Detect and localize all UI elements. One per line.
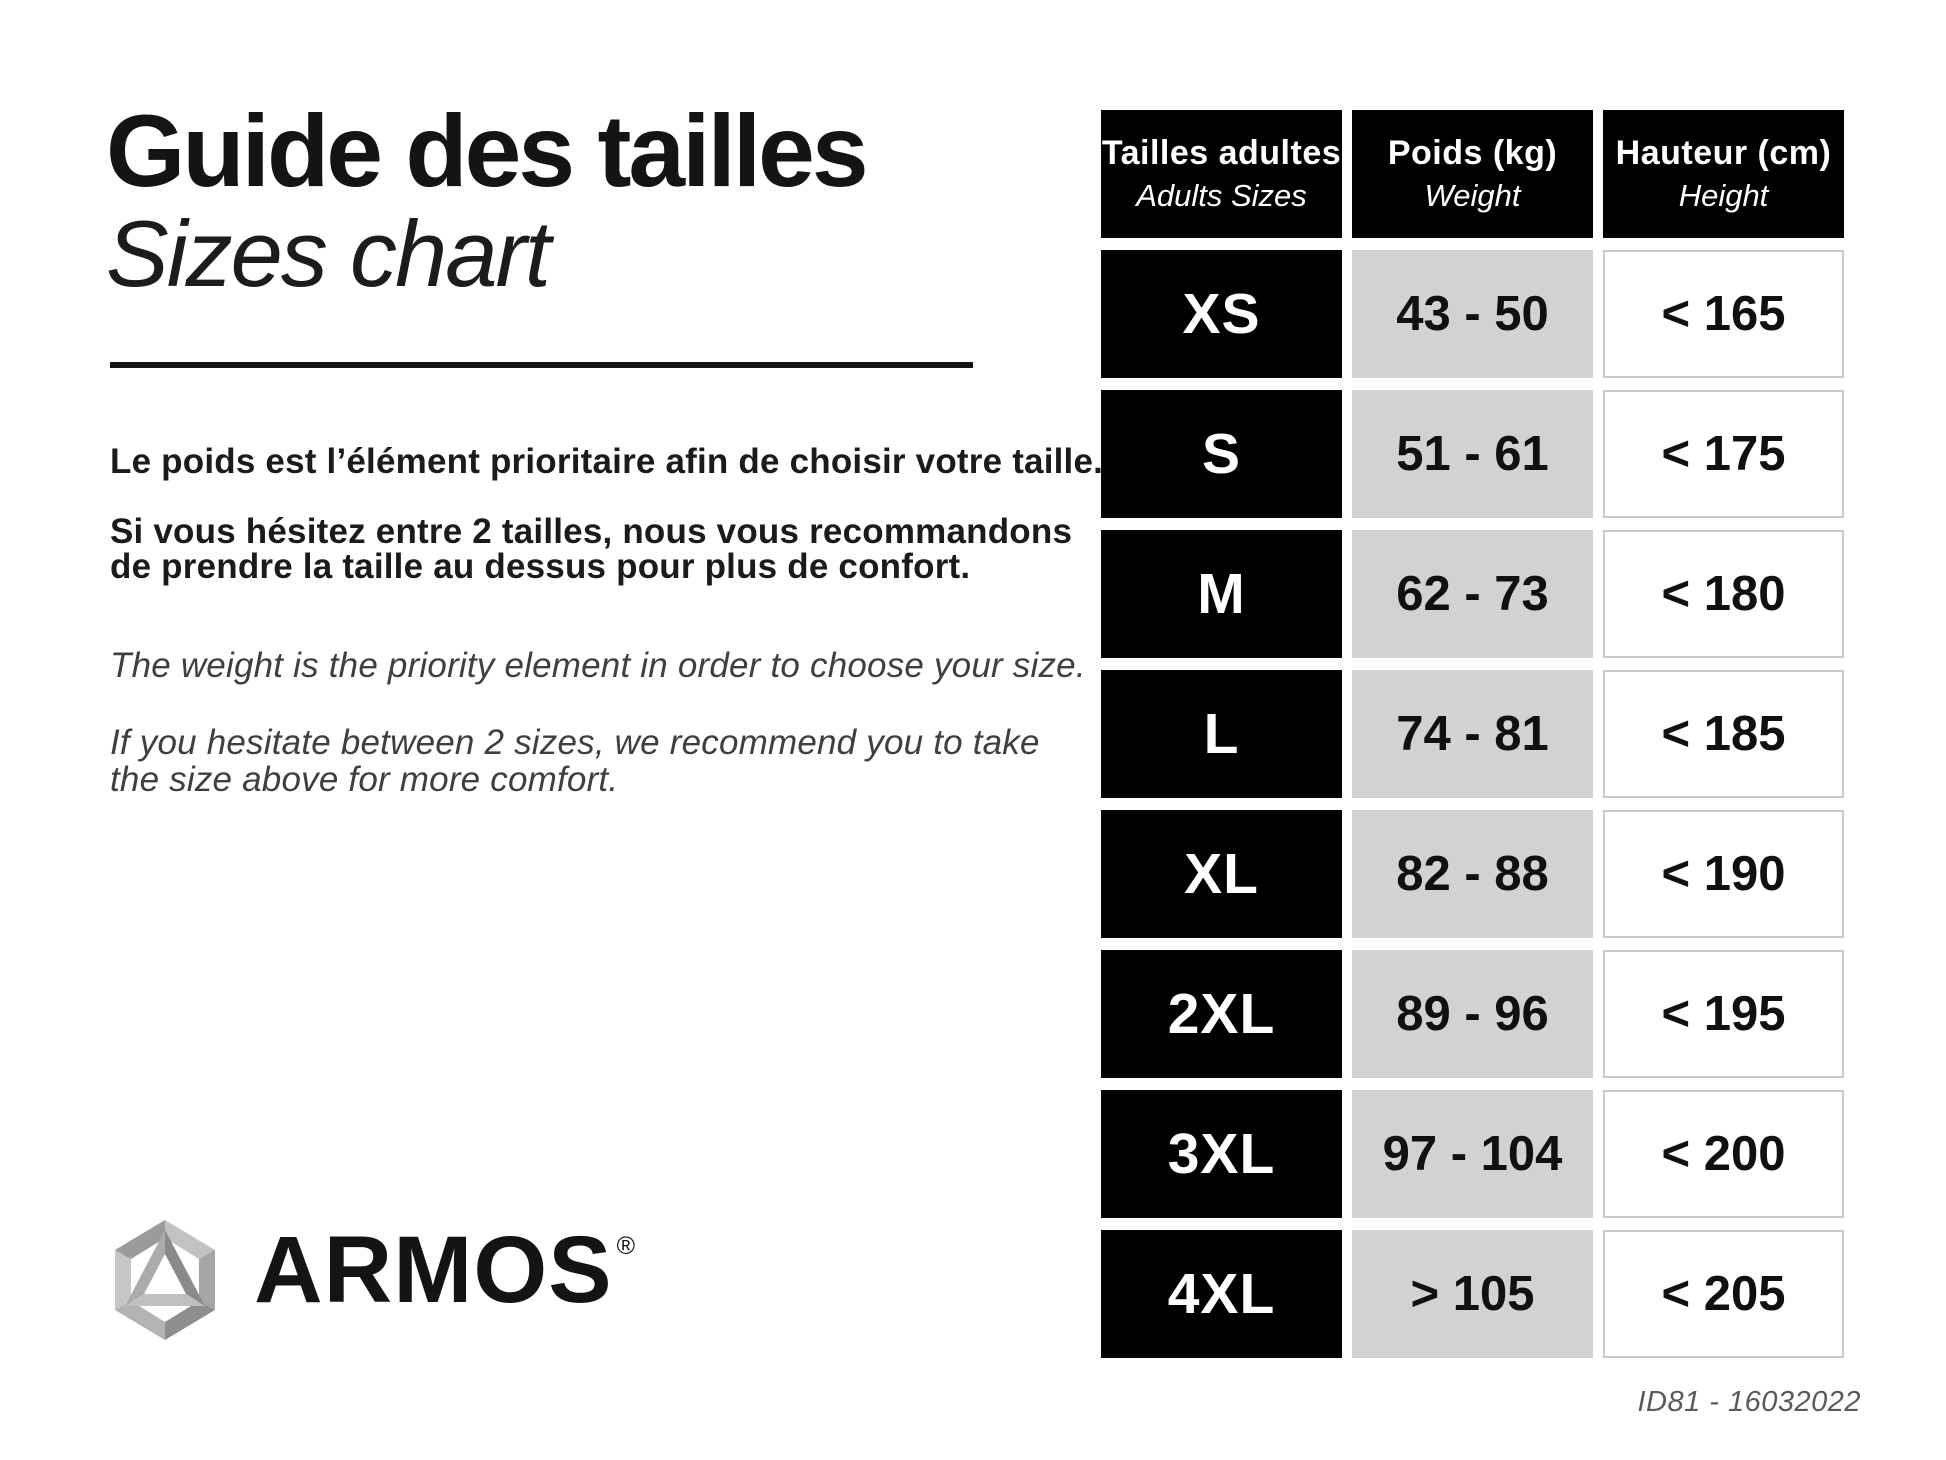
height-3xl: < 200 xyxy=(1603,1090,1844,1218)
column-header-sizes: Tailles adultes Adults Sizes xyxy=(1101,110,1342,238)
intro-french-paragraph-1: Le poids est l’élément prioritaire afin … xyxy=(110,442,1104,481)
height-l: < 185 xyxy=(1603,670,1844,798)
weight-2xl: 89 - 96 xyxy=(1352,950,1593,1078)
intro-french-paragraph-2: Si vous hésitez entre 2 tailles, nous vo… xyxy=(110,514,1072,584)
brand-logo: ARMOS ® xyxy=(108,1216,636,1348)
column-header-height-english: Height xyxy=(1678,178,1769,213)
height-xs: < 165 xyxy=(1603,250,1844,378)
size-label-l: L xyxy=(1101,670,1342,798)
size-label-xl: XL xyxy=(1101,810,1342,938)
page-title: Guide des tailles Sizes chart xyxy=(106,94,869,306)
brand-wordmark: ARMOS ® xyxy=(254,1222,637,1342)
title-divider xyxy=(110,362,973,368)
page-title-french: Guide des tailles xyxy=(106,94,869,208)
weight-3xl: 97 - 104 xyxy=(1352,1090,1593,1218)
height-2xl: < 195 xyxy=(1603,950,1844,1078)
hexagon-triangle-emblem-icon xyxy=(108,1214,222,1351)
height-xl: < 190 xyxy=(1603,810,1844,938)
weight-m: 62 - 73 xyxy=(1352,530,1593,658)
intro-english-paragraph-2: If you hesitate between 2 sizes, we reco… xyxy=(110,724,1040,798)
registered-trademark-symbol: ® xyxy=(616,1231,637,1260)
weight-s: 51 - 61 xyxy=(1352,390,1593,518)
weight-xl: 82 - 88 xyxy=(1352,810,1593,938)
intro-english-paragraph-1: The weight is the priority element in or… xyxy=(110,646,1086,685)
height-4xl: < 205 xyxy=(1603,1230,1844,1358)
intro-french-paragraph-2-line-2: de prendre la taille au dessus pour plus… xyxy=(110,547,971,586)
size-label-4xl: 4XL xyxy=(1101,1230,1342,1358)
page-title-english: Sizes chart xyxy=(106,201,551,306)
weight-4xl: > 105 xyxy=(1352,1230,1593,1358)
size-label-3xl: 3XL xyxy=(1101,1090,1342,1218)
weight-l: 74 - 81 xyxy=(1352,670,1593,798)
intro-english-paragraph-2-line-1: If you hesitate between 2 sizes, we reco… xyxy=(110,723,1040,762)
column-header-weight-english: Weight xyxy=(1424,178,1521,213)
size-table: Tailles adultes Adults Sizes Poids (kg) … xyxy=(1101,110,1844,1358)
size-label-xs: XS xyxy=(1101,250,1342,378)
intro-english-paragraph-2-line-2: the size above for more comfort. xyxy=(110,760,619,799)
size-label-m: M xyxy=(1101,530,1342,658)
column-header-weight-french: Poids (kg) xyxy=(1387,134,1558,172)
document-reference-id: ID81 - 16032022 xyxy=(1637,1386,1861,1418)
size-label-2xl: 2XL xyxy=(1101,950,1342,1078)
brand-name-text: ARMOS xyxy=(254,1216,613,1323)
column-header-height-french: Hauteur (cm) xyxy=(1615,134,1832,172)
column-header-sizes-french: Tailles adultes xyxy=(1101,134,1342,172)
height-s: < 175 xyxy=(1603,390,1844,518)
height-m: < 180 xyxy=(1603,530,1844,658)
weight-xs: 43 - 50 xyxy=(1352,250,1593,378)
intro-french-paragraph-2-line-1: Si vous hésitez entre 2 tailles, nous vo… xyxy=(110,512,1073,551)
column-header-height: Hauteur (cm) Height xyxy=(1603,110,1844,238)
column-header-sizes-english: Adults Sizes xyxy=(1136,178,1307,213)
column-header-weight: Poids (kg) Weight xyxy=(1352,110,1593,238)
size-label-s: S xyxy=(1101,390,1342,518)
